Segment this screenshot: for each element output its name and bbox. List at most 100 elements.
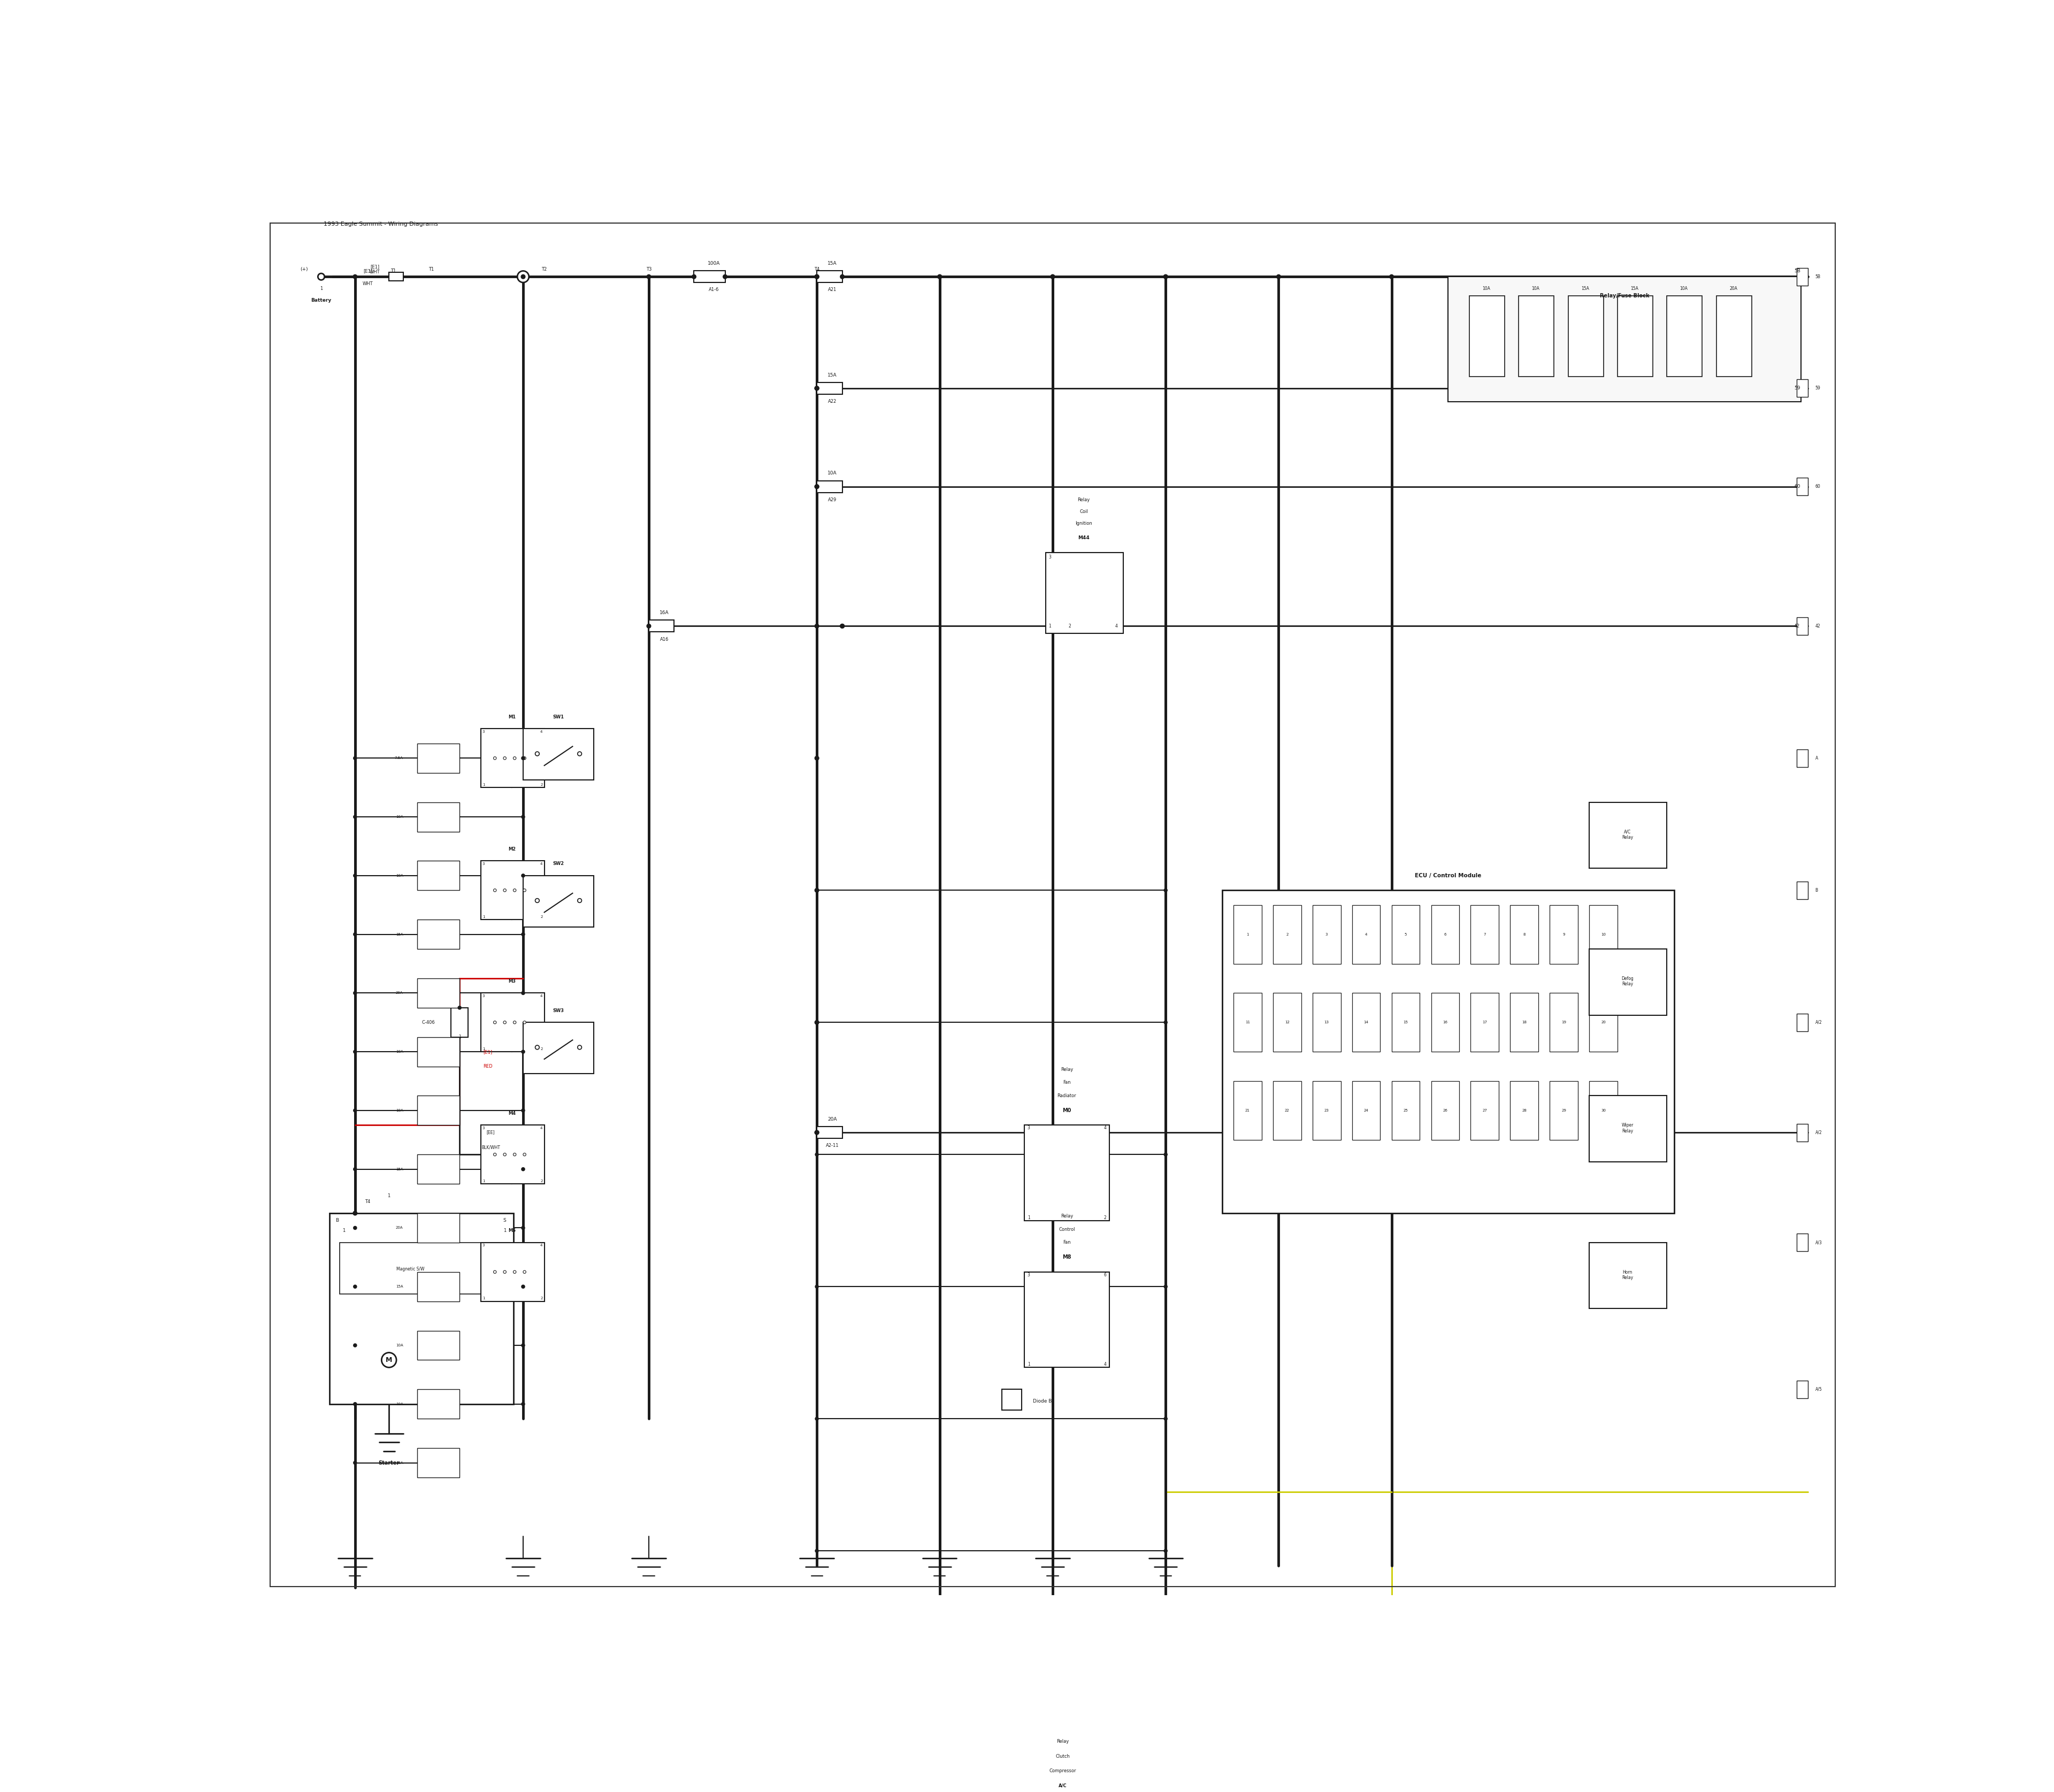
Circle shape: [503, 1271, 505, 1274]
Text: Coil: Coil: [1080, 509, 1089, 514]
Bar: [417, 1095, 460, 1125]
Text: 14: 14: [1364, 1021, 1368, 1023]
Text: 1: 1: [503, 1229, 505, 1233]
Text: 10: 10: [1600, 932, 1606, 935]
Text: A/3: A/3: [1816, 1240, 1822, 1245]
Circle shape: [493, 1021, 497, 1023]
Text: T3: T3: [647, 267, 651, 272]
Bar: [1518, 296, 1555, 376]
Text: C-406: C-406: [421, 1020, 435, 1025]
Bar: [1797, 1014, 1808, 1030]
Circle shape: [522, 1285, 524, 1288]
Text: 2: 2: [1068, 624, 1070, 629]
Text: 10A: 10A: [396, 1403, 403, 1405]
Circle shape: [353, 1403, 357, 1405]
Text: M4: M4: [507, 1111, 516, 1116]
Text: 4: 4: [1366, 932, 1368, 935]
Bar: [1590, 1081, 1616, 1140]
Text: M0: M0: [1062, 1107, 1072, 1113]
Text: 4: 4: [1103, 1125, 1107, 1131]
Circle shape: [353, 1285, 357, 1288]
Bar: [1273, 993, 1302, 1052]
Bar: [524, 876, 594, 926]
Text: 1: 1: [1027, 1362, 1029, 1367]
Text: 4: 4: [540, 995, 542, 998]
Circle shape: [524, 756, 526, 760]
Text: A2-11: A2-11: [826, 1143, 838, 1149]
Text: Control: Control: [1058, 1228, 1074, 1231]
Text: 20A: 20A: [1729, 287, 1738, 290]
Bar: [1313, 905, 1341, 964]
Text: 4: 4: [1115, 624, 1117, 629]
Text: 24: 24: [1364, 1109, 1368, 1113]
Bar: [1590, 803, 1668, 869]
Circle shape: [522, 756, 524, 760]
Bar: [1590, 950, 1668, 1014]
Circle shape: [353, 1050, 357, 1054]
Text: 7.5A: 7.5A: [394, 756, 403, 760]
Circle shape: [840, 624, 844, 629]
Text: Starter: Starter: [378, 1460, 398, 1466]
Circle shape: [522, 1403, 524, 1405]
Circle shape: [937, 274, 943, 280]
Circle shape: [524, 1152, 526, 1156]
Text: 1: 1: [343, 1229, 345, 1233]
Circle shape: [815, 1417, 817, 1421]
Text: Radiator: Radiator: [1058, 1093, 1076, 1098]
Text: 4: 4: [540, 862, 542, 866]
Text: 3: 3: [483, 1244, 485, 1247]
Circle shape: [577, 898, 581, 903]
Circle shape: [353, 1226, 357, 1229]
Text: 4: 4: [540, 1127, 542, 1129]
Text: 3: 3: [1325, 932, 1327, 935]
Text: 15A: 15A: [1582, 287, 1590, 290]
Bar: [1045, 552, 1124, 633]
Circle shape: [937, 274, 943, 280]
Bar: [417, 1038, 460, 1066]
Text: Horn
Relay: Horn Relay: [1623, 1271, 1633, 1279]
Text: Ignition: Ignition: [1074, 521, 1093, 525]
Circle shape: [493, 1152, 497, 1156]
Circle shape: [522, 815, 524, 819]
Text: [E1]: [E1]: [364, 269, 372, 272]
Bar: [1025, 1125, 1109, 1220]
Text: 4: 4: [540, 729, 542, 733]
Text: 15A: 15A: [396, 1460, 403, 1464]
Bar: [1232, 905, 1261, 964]
Text: 3: 3: [483, 995, 485, 998]
Circle shape: [815, 1285, 817, 1288]
Text: 6: 6: [1103, 1272, 1107, 1278]
Bar: [1797, 616, 1808, 634]
Text: B: B: [335, 1219, 339, 1222]
Bar: [817, 480, 842, 493]
Bar: [1002, 1389, 1021, 1410]
Bar: [1471, 1081, 1499, 1140]
Bar: [524, 1023, 594, 1073]
Text: 10A: 10A: [396, 874, 403, 878]
Bar: [1273, 1081, 1302, 1140]
Bar: [1549, 993, 1577, 1052]
Bar: [339, 1242, 481, 1294]
Bar: [1471, 993, 1499, 1052]
Circle shape: [524, 1271, 526, 1274]
Text: 25: 25: [1403, 1109, 1409, 1113]
Bar: [1797, 478, 1808, 495]
Text: Relay: Relay: [1060, 1213, 1072, 1219]
Circle shape: [514, 1152, 516, 1156]
Bar: [1510, 905, 1538, 964]
Circle shape: [493, 756, 497, 760]
Circle shape: [815, 484, 820, 489]
Circle shape: [815, 1131, 820, 1134]
Circle shape: [493, 1271, 497, 1274]
Circle shape: [353, 1211, 357, 1215]
Text: 10A: 10A: [828, 471, 838, 477]
Bar: [1232, 1081, 1261, 1140]
Text: 15A: 15A: [828, 262, 838, 265]
Text: T1: T1: [390, 269, 396, 272]
Bar: [417, 1272, 460, 1301]
Bar: [1273, 905, 1302, 964]
Text: Diode B: Diode B: [1033, 1400, 1052, 1403]
Circle shape: [1050, 274, 1056, 280]
Circle shape: [723, 274, 727, 280]
Text: 10A: 10A: [1532, 287, 1540, 290]
